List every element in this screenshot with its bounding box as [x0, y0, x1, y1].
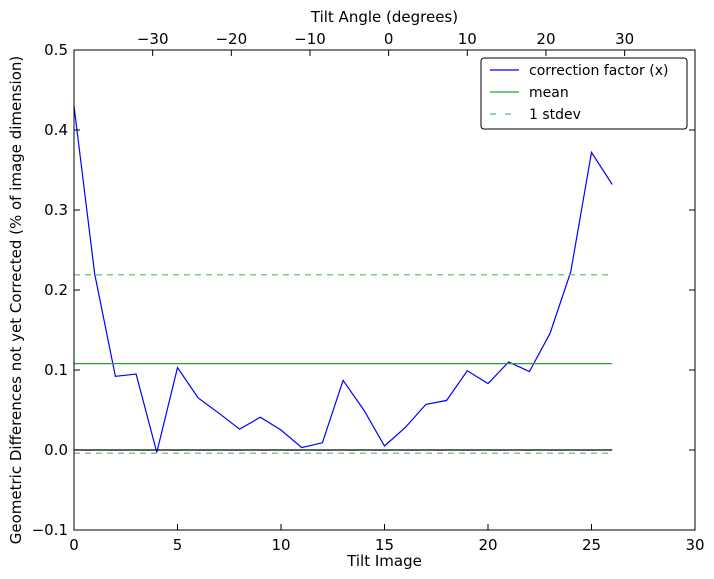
top-tick-label: −20: [215, 30, 247, 48]
series-correction-factor-x: [73, 105, 613, 453]
top-tick-label: 30: [615, 30, 634, 48]
x-tick-label: 25: [582, 536, 601, 554]
top-tick-label: 20: [536, 30, 555, 48]
x-axis-title: Tilt Image: [346, 552, 422, 570]
legend-box: [480, 57, 688, 130]
top-tick-label: 10: [458, 30, 477, 48]
y-tick-label: 0.2: [44, 281, 68, 299]
x-tick-label: 15: [375, 536, 394, 554]
legend-label: mean: [529, 85, 569, 101]
y-axis-title: Geometric Differences not yet Corrected …: [7, 56, 25, 545]
top-tick-label: 0: [384, 30, 394, 48]
legend-label: correction factor (x): [529, 63, 668, 79]
y-tick-label: 0.4: [44, 121, 68, 139]
y-tick-label: 0.0: [44, 441, 68, 459]
y-tick-label: 0.5: [44, 41, 68, 59]
series-layer: [73, 105, 613, 454]
top-tick-label: −10: [294, 30, 326, 48]
y-tick-label: 0.1: [44, 361, 68, 379]
top-axis-title: Tilt Angle (degrees): [310, 8, 458, 26]
y-tick-label: 0.3: [44, 201, 68, 219]
ticks-layer: 0 5 10 15 20 25 30 −0.1 0.0 0.1 0.2 0.3 0.4 0.5 −30 −20…: [32, 30, 705, 554]
legend: correction factor (x) mean 1 stdev: [480, 57, 688, 130]
y-tick-label: −0.1: [32, 521, 68, 539]
x-tick-label: 20: [478, 536, 497, 554]
x-tick-label: 0: [69, 536, 79, 554]
top-tick-label: −30: [137, 30, 169, 48]
x-tick-label: 5: [173, 536, 183, 554]
x-tick-label: 30: [685, 536, 704, 554]
legend-label: 1 stdev: [529, 107, 581, 123]
x-tick-label: 10: [271, 536, 290, 554]
